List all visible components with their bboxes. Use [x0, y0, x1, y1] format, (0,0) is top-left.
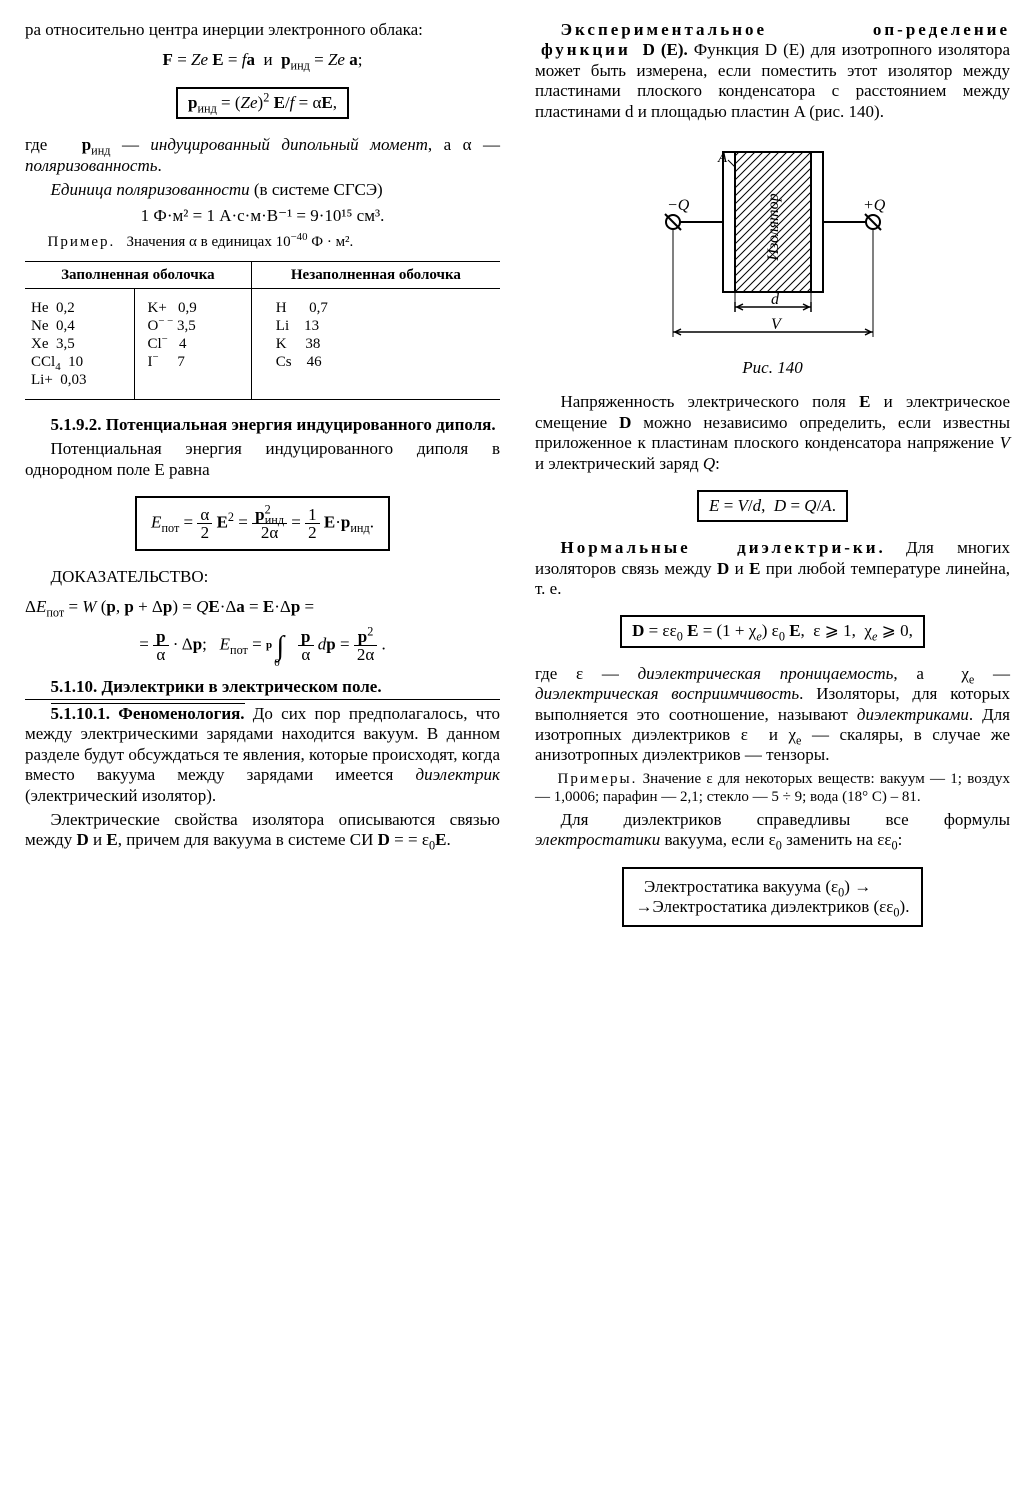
svg-text:A: A [717, 150, 728, 166]
polarizability-table: Заполненная оболочка Незаполненная оболо… [25, 261, 500, 400]
boxed-formula-ed: E = V/d, D = Q/A. [697, 490, 848, 522]
unit-line: Единица поляризованности (в системе СГСЭ… [25, 180, 500, 200]
examples-eps: Примеры. Значение ε для некоторых вещест… [535, 770, 1010, 806]
norm-dielectrics: Нормальные диэлектри-ки. Для многих изол… [535, 538, 1010, 599]
boxed-formula-pind: pинд = (Ze)2 E/f = αE, [176, 87, 349, 119]
where-clause: где pинд — индуцированный дипольный моме… [25, 135, 500, 176]
boxed-formula-epot: Eпот = α2 E2 = p2инд2α = 12 E·pинд. [135, 496, 390, 551]
sec-5192: 5.1.9.2. Потенциальная энергия индуциров… [25, 415, 500, 435]
proof-line2: = pα · Δp; Eпот = p ∫ 0 pα dp = p22α . [25, 628, 500, 663]
where-eps: где ε — диэлектрическая проницаемость, а… [535, 664, 1010, 766]
proof-line1: ΔEпот = W (p, p + Δp) = QE·Δa = E·Δp = [25, 597, 500, 617]
final-para: Для диэлектриков справедливы все формулы… [535, 810, 1010, 851]
boxed-formula-deps: D = εε0 E = (1 + χe) ε0 E, ε ⩾ 1, χe ⩾ 0… [620, 615, 925, 647]
sec-5110: 5.1.10. Диэлектрики в электрическом поле… [25, 677, 500, 700]
boxed-text-final: Электростатика вакуума (ε0) → →Электрост… [622, 867, 924, 928]
unit-eq: 1 Ф·м² = 1 А·с·м·В⁻¹ = 9·10¹⁵ см³. [25, 206, 500, 226]
sec-5192-text: Потенциальная энергия индуцированного ди… [25, 439, 500, 480]
svg-text:−Q: −Q [667, 197, 690, 214]
svg-text:Изолятор: Изолятор [765, 193, 782, 261]
example-note: Пример. Значения α в единицах 10−40 Ф · … [25, 233, 500, 251]
after-fig-text: Напряженность электрического поля E и эл… [535, 392, 1010, 474]
sec-51101: 5.1.10.1. Феноменология. До сих пор пред… [25, 704, 500, 806]
equation-line: F = Ze E = fa и pинд = Ze a; [25, 50, 500, 70]
sec-51101-p2: Электрические свойства изолятора описыва… [25, 810, 500, 851]
svg-text:V: V [771, 316, 783, 333]
proof-label: ДОКАЗАТЕЛЬСТВО: [25, 567, 500, 587]
svg-text:d: d [771, 291, 780, 308]
fig-caption: Рис. 140 [535, 358, 1010, 378]
exp-title: Экспериментальное оп-ределение функции D… [535, 20, 1010, 122]
figure-140: Изолятор A −Q +Q d V [623, 132, 923, 352]
intro-text: ра относительно центра инерции электронн… [25, 20, 500, 40]
svg-text:+Q: +Q [863, 197, 886, 214]
